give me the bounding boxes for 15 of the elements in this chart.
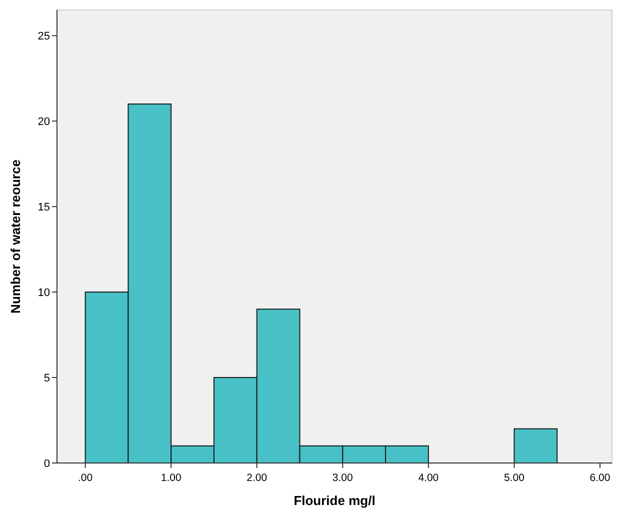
- y-tick-label: 20: [38, 116, 50, 128]
- y-tick-label: 5: [44, 372, 50, 384]
- x-tick-label: .00: [78, 472, 93, 484]
- y-axis-title: Number of water reource: [8, 160, 23, 314]
- x-tick-label: 5.00: [504, 472, 525, 484]
- x-axis-title: Flouride mg/l: [294, 493, 376, 508]
- x-tick-label: 4.00: [418, 472, 439, 484]
- x-tick-label: 6.00: [590, 472, 610, 484]
- y-tick-label: 15: [38, 201, 50, 214]
- y-tick-label: 10: [38, 286, 50, 299]
- x-tick-label: 3.00: [332, 472, 354, 484]
- y-tick-label: 25: [38, 30, 50, 42]
- y-tick-label: 0: [44, 458, 50, 470]
- x-tick-label: 1.00: [160, 472, 182, 484]
- x-tick-label: 2.00: [246, 472, 268, 484]
